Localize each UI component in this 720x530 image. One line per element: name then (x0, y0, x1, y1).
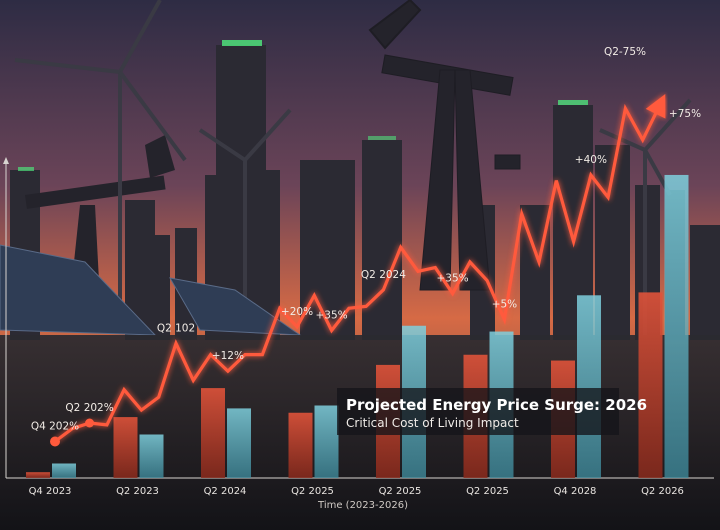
line-annotation: +20% (281, 306, 313, 318)
line-annotation: +5% (492, 298, 517, 310)
line-annotation: +75% (669, 108, 701, 120)
chart-title: Projected Energy Price Surge: 2026 (346, 396, 647, 414)
line-annotation: +35% (437, 273, 469, 285)
line-labels-layer: Q4 202%Q2 202%Q2 102+12%+20% +35%Q2 2024 +… (31, 46, 701, 433)
line-layer (50, 94, 666, 447)
line-annotation: +40% (575, 154, 607, 166)
line-annotation: +12% (212, 350, 244, 362)
x-tick-labels: Q4 2023 Q2 2023 Q2 2024 Q2 2025 Q2 2025 Q2 20… (29, 486, 684, 497)
bar-red-3 (288, 412, 313, 478)
bar-teal-6 (577, 295, 601, 478)
bar-teal-3 (314, 405, 339, 478)
line-annotation: Q2-75% (604, 46, 646, 58)
line-point (50, 436, 60, 447)
line-annotation: Q4 202% (31, 421, 79, 433)
x-tick-label: Q2 2025 (291, 486, 334, 497)
building-lights (18, 40, 588, 171)
bar-teal-2 (227, 408, 251, 478)
title-backdrop (337, 388, 619, 435)
line-annotation: +35% (316, 310, 348, 322)
chart-subtitle: Critical Cost of Living Impact (346, 416, 519, 430)
bar-red-7 (638, 292, 663, 478)
pump-jack-icon (368, 0, 521, 291)
trend-arrowhead-icon (645, 94, 666, 119)
bar-red-1 (113, 417, 138, 478)
bar-teal-7 (664, 174, 689, 478)
bar-red-2 (201, 388, 225, 478)
line-annotation: Q2 202% (65, 402, 113, 414)
x-tick-label: Q4 2028 (554, 486, 597, 497)
solar-panel-icon (0, 244, 302, 336)
x-tick-label: Q2 2023 (116, 486, 159, 497)
line-annotation: Q2 2024 (361, 269, 406, 281)
price-trend-line (54, 103, 662, 443)
x-tick-label: Q4 2023 (29, 486, 72, 497)
x-axis-label: Time (2023-2026) (317, 500, 408, 511)
bar-teal-0 (52, 463, 76, 478)
x-tick-label: Q2 2025 (466, 486, 509, 497)
x-tick-label: Q2 2024 (204, 486, 247, 497)
y-axis-arrow-icon (3, 157, 9, 164)
bar-teal-1 (139, 434, 164, 478)
line-annotation: Q2 102 (157, 322, 195, 334)
title-box: Projected Energy Price Surge: 2026 Criti… (337, 388, 647, 435)
bar-red-0 (26, 472, 50, 478)
x-tick-label: Q2 2026 (641, 486, 684, 497)
line-point (85, 418, 95, 428)
x-tick-label: Q2 2025 (379, 486, 422, 497)
